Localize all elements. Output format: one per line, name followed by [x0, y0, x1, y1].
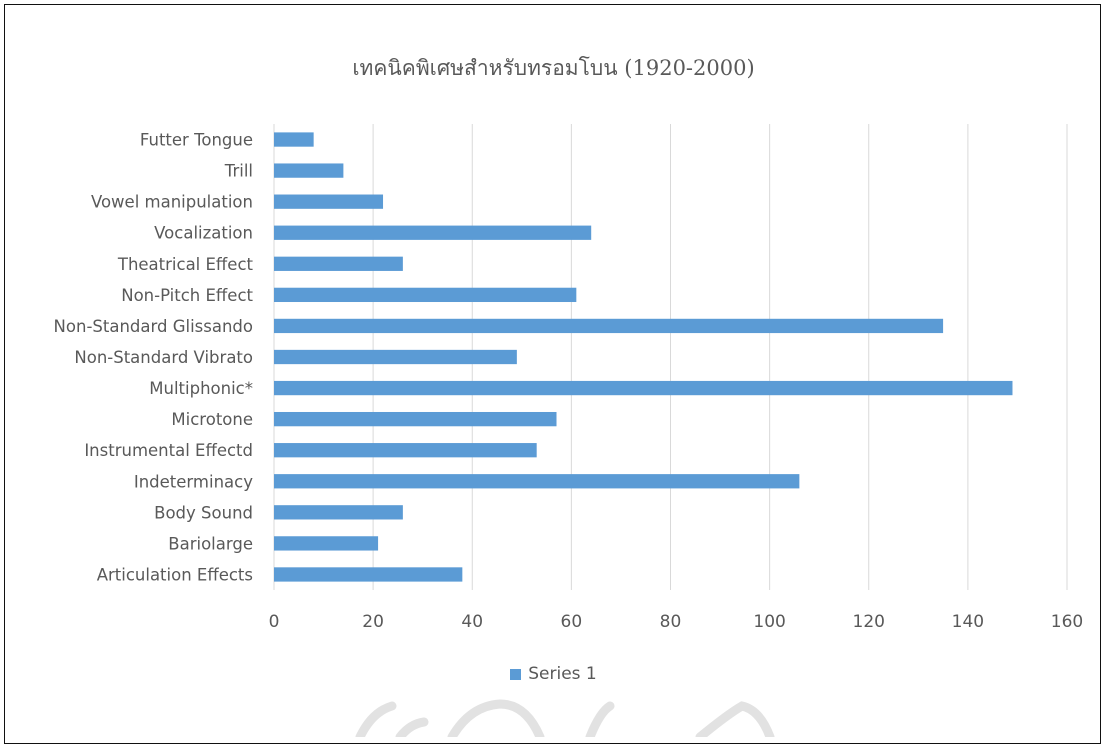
category-label: Non-Standard Glissando: [54, 317, 253, 336]
category-label: Indeterminacy: [134, 472, 253, 491]
category-label: Non-Standard Vibrato: [74, 348, 253, 367]
bar: [274, 349, 517, 365]
category-label: Vocalization: [154, 224, 253, 243]
category-label: Vowel manipulation: [91, 193, 253, 212]
x-tick-label: 120: [853, 612, 885, 632]
x-tick-label: 0: [269, 612, 280, 632]
legend-label-series-1: Series 1: [528, 664, 597, 684]
category-label: Articulation Effects: [97, 565, 253, 584]
bar: [274, 474, 800, 489]
category-label: Multiphonic*: [149, 379, 253, 398]
x-tick-label: 40: [461, 612, 483, 632]
bar: [274, 380, 1013, 396]
chart-title: เทคนิคพิเศษสำหรับทรอมโบน (1920-2000): [352, 56, 755, 80]
bar: [274, 256, 403, 271]
bar: [274, 536, 379, 551]
bar: [274, 132, 314, 147]
bar: [274, 567, 463, 582]
category-label: Theatrical Effect: [117, 255, 254, 274]
category-label: Body Sound: [154, 503, 253, 522]
legend: Series 1: [0, 664, 1107, 684]
x-tick-label: 100: [753, 612, 785, 632]
bar: [274, 318, 944, 334]
x-tick-label: 140: [952, 612, 984, 632]
category-label: Futter Tongue: [140, 131, 253, 150]
x-tick-label: 60: [561, 612, 583, 632]
category-label: Bariolarge: [168, 534, 253, 553]
bar: [274, 287, 577, 303]
bar: [274, 225, 592, 240]
x-tick-label: 80: [660, 612, 682, 632]
category-label: Instrumental Effectd: [84, 441, 253, 460]
category-label: Trill: [224, 162, 253, 181]
bar: [274, 505, 403, 520]
bar: [274, 163, 344, 178]
bar: [274, 411, 557, 427]
category-label: Microtone: [171, 410, 253, 429]
category-label: Non-Pitch Effect: [121, 286, 253, 305]
legend-swatch-series-1: [510, 668, 522, 680]
x-tick-label: 20: [362, 612, 384, 632]
bar: [274, 443, 537, 458]
x-tick-label: 160: [1051, 612, 1083, 632]
bar: [274, 194, 384, 209]
